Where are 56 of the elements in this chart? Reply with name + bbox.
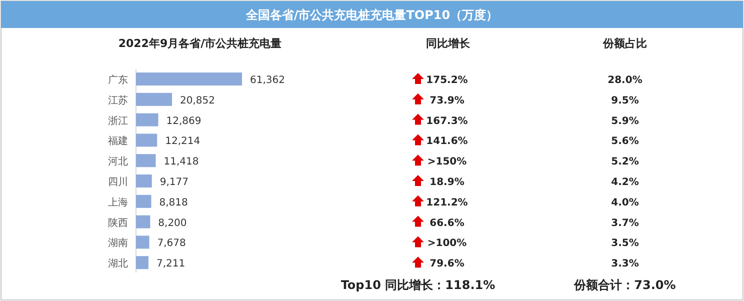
text: 5.9% [611, 116, 639, 127]
text: 9.5% [611, 95, 639, 106]
y-tick-label: 湖北 [108, 258, 128, 270]
y-tick-label: 湖南 [108, 237, 128, 250]
text: 3.3% [611, 258, 639, 270]
text: 167.3% [426, 116, 468, 127]
bar [136, 236, 150, 249]
y-tick-label: 陕西 [108, 216, 128, 229]
text: 4.2% [611, 177, 639, 188]
data-label: 11,418 [164, 156, 199, 168]
text: 5.2% [611, 156, 639, 168]
text: 份额占比 [602, 37, 647, 50]
text: 121.2% [426, 197, 468, 208]
text: 73.9% [430, 95, 464, 106]
text: >150% [427, 156, 467, 168]
bar [136, 154, 156, 168]
text: 175.2% [426, 75, 468, 86]
bar [136, 256, 148, 270]
data-label: 12,214 [165, 136, 200, 148]
data-label: 7,211 [156, 258, 186, 270]
text: 份额合计：73.0% [573, 278, 676, 292]
text: 66.6% [430, 218, 464, 229]
text: 3.5% [611, 238, 639, 250]
text: >100% [427, 238, 467, 250]
text: 18.9% [430, 177, 464, 188]
bar [136, 113, 158, 126]
y-tick-label: 福建 [108, 135, 128, 148]
data-label: 8,200 [158, 218, 187, 229]
text: 同比增长 [426, 37, 471, 50]
text: Top10 同比增长：118.1% [340, 278, 496, 292]
y-tick-label: 上海 [108, 196, 128, 208]
bar [136, 215, 150, 228]
y-tick-label: 江苏 [108, 94, 128, 106]
bar [136, 174, 152, 188]
data-label: 8,818 [159, 197, 188, 208]
text: 5.6% [611, 136, 639, 148]
y-tick-label: 河北 [108, 156, 128, 168]
bar [136, 134, 158, 147]
text: 4.0% [611, 197, 639, 208]
y-tick-label: 广东 [108, 74, 128, 86]
text: 全国各省/市公共充电桩充电量TOP10（万度） [244, 8, 498, 22]
bar [136, 194, 152, 208]
chart-subtitle: 2022年9月各省/市公共桩充电量 [118, 37, 282, 50]
data-label: 61,362 [250, 75, 285, 86]
y-tick-label: 浙江 [108, 114, 128, 127]
text: 28.0% [608, 75, 642, 86]
data-label: 9,177 [160, 177, 188, 188]
data-label: 12,869 [166, 116, 202, 127]
text: 79.6% [430, 258, 464, 270]
data-label: 7,678 [157, 238, 186, 250]
data-label: 20,852 [180, 95, 216, 106]
text: 141.6% [426, 136, 468, 148]
bar [136, 72, 242, 86]
bar [136, 92, 172, 106]
y-tick-label: 四川 [108, 176, 128, 188]
text: 3.7% [611, 218, 639, 229]
